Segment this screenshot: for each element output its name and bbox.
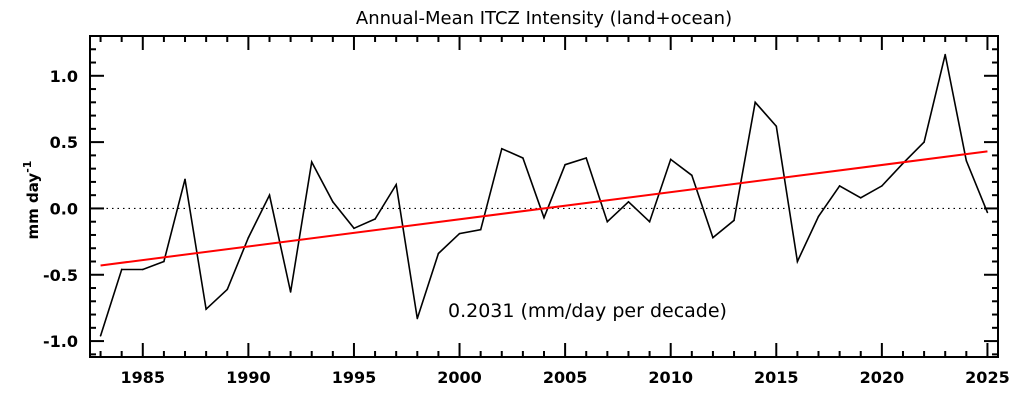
data-point bbox=[184, 178, 186, 181]
data-point bbox=[332, 201, 334, 203]
data-point bbox=[437, 252, 440, 255]
data-point bbox=[817, 215, 820, 218]
data-point bbox=[796, 260, 799, 263]
data-point bbox=[268, 194, 271, 196]
data-point bbox=[944, 53, 947, 56]
data-point bbox=[205, 308, 207, 311]
data-point bbox=[289, 291, 292, 293]
data-point bbox=[965, 159, 968, 162]
x-tick-label: 2025 bbox=[965, 368, 1010, 387]
x-tick-label: 2010 bbox=[648, 368, 693, 387]
itcz-intensity-series-line bbox=[99, 54, 989, 337]
data-point bbox=[395, 183, 397, 186]
data-point bbox=[500, 147, 503, 150]
trend-annotation: 0.2031 (mm/day per decade) bbox=[448, 300, 727, 322]
data-point bbox=[733, 219, 735, 222]
data-point bbox=[585, 157, 588, 159]
data-point bbox=[923, 141, 925, 143]
data-point bbox=[458, 232, 461, 235]
data-point bbox=[99, 334, 102, 337]
svg-text:mm day-1: mm day-1 bbox=[21, 161, 42, 240]
x-tick-label: 1990 bbox=[226, 368, 271, 387]
y-axis-label: mm day-1 bbox=[21, 161, 42, 240]
y-tick-label: 0.5 bbox=[50, 133, 78, 152]
data-point bbox=[247, 236, 250, 239]
data-point bbox=[986, 211, 989, 214]
data-point bbox=[669, 158, 672, 161]
chart-title: Annual-Mean ITCZ Intensity (land+ocean) bbox=[356, 8, 732, 29]
data-point bbox=[353, 227, 355, 230]
y-tick-label: 0.0 bbox=[50, 199, 78, 218]
x-tick-label: 2015 bbox=[754, 368, 799, 387]
data-point bbox=[163, 260, 165, 263]
data-point bbox=[310, 161, 313, 163]
data-point bbox=[712, 236, 714, 239]
data-point bbox=[627, 201, 630, 203]
x-tick-label: 2005 bbox=[543, 368, 588, 387]
data-point bbox=[416, 317, 419, 320]
data-point bbox=[120, 268, 123, 271]
y-tick-label: 1.0 bbox=[50, 67, 78, 86]
x-tick-label: 1985 bbox=[121, 368, 166, 387]
data-point bbox=[859, 197, 862, 199]
x-tick-label: 2020 bbox=[860, 368, 905, 387]
data-point bbox=[564, 163, 566, 166]
data-point bbox=[543, 216, 545, 219]
data-point bbox=[606, 220, 609, 223]
data-point bbox=[838, 185, 841, 187]
trend-line bbox=[100, 150, 988, 267]
data-point bbox=[226, 288, 229, 291]
x-tick-label: 2000 bbox=[437, 368, 482, 387]
data-point bbox=[775, 125, 778, 127]
data-point bbox=[881, 185, 883, 187]
y-axis-label-text: mm day bbox=[24, 173, 42, 240]
data-point bbox=[479, 228, 482, 231]
data-point bbox=[374, 218, 376, 220]
y-tick-label: -1.0 bbox=[43, 332, 78, 351]
data-point bbox=[648, 220, 651, 223]
y-tick-label: -0.5 bbox=[43, 266, 78, 285]
y-axis-label-exponent: -1 bbox=[21, 161, 34, 173]
data-point bbox=[691, 174, 693, 177]
data-point bbox=[754, 101, 756, 104]
data-point bbox=[522, 157, 524, 159]
data-point bbox=[141, 268, 144, 271]
x-tick-label: 1995 bbox=[332, 368, 377, 387]
